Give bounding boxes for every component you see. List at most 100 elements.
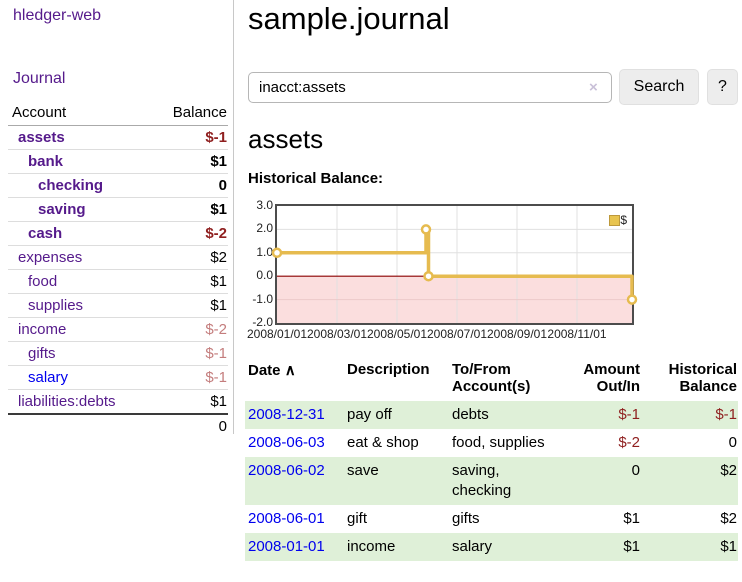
accounts-header-account: Account <box>8 101 150 126</box>
account-row-food: food $1 <box>8 269 228 294</box>
search-button[interactable]: Search <box>619 69 699 105</box>
brand-link[interactable]: hledger-web <box>13 7 102 24</box>
account-link-income[interactable]: income <box>18 321 67 338</box>
transaction-description: pay off <box>344 401 449 429</box>
account-balance-salary: $-1 <box>149 365 228 390</box>
account-row-saving: saving $1 <box>8 197 228 222</box>
help-button[interactable]: ? <box>707 69 738 105</box>
x-tick: 2008/07/01 <box>426 327 488 341</box>
register-header-accounts: To/From Account(s) <box>452 361 531 395</box>
accounts-total-row: 0 <box>8 413 228 438</box>
chart-legend: $ <box>609 211 627 227</box>
transaction-amount: $1 <box>572 533 641 561</box>
transaction-balance: $2 <box>641 457 738 505</box>
account-row-expenses: expenses $2 <box>8 245 228 270</box>
nav-journal-link[interactable]: Journal <box>13 70 66 87</box>
clear-search-icon[interactable]: × <box>589 79 598 96</box>
account-balance-gifts: $-1 <box>149 341 228 366</box>
register-row: 2008-01-01 income salary $1 $1 <box>245 533 738 561</box>
transaction-amount: 0 <box>572 457 641 505</box>
account-balance-expenses: $2 <box>149 245 228 270</box>
register-table: Date ∧ Description To/From Account(s) Am… <box>245 359 738 561</box>
chart-canvas <box>271 206 638 323</box>
transaction-description: save <box>344 457 449 505</box>
chart-label: Historical Balance: <box>248 170 384 187</box>
account-link-checking[interactable]: checking <box>38 177 104 194</box>
transaction-description: gift <box>347 510 368 527</box>
account-heading: assets <box>248 124 324 154</box>
x-tick: 2008/03/01 <box>306 327 368 341</box>
transaction-amount: $1 <box>623 510 640 527</box>
account-link-gifts[interactable]: gifts <box>28 345 56 362</box>
y-tick: -1.0 <box>252 292 273 306</box>
register-row: 2008-06-02 save saving, checking 0 $2 <box>245 457 738 505</box>
accounts-table: Account Balance assets $-1 bank $1 check… <box>8 101 228 438</box>
transaction-date-link[interactable]: 2008-01-01 <box>248 538 325 555</box>
account-link-cash[interactable]: cash <box>28 225 63 242</box>
date-header-label: Date <box>248 362 281 379</box>
account-row-liabilities-debts: liabilities:debts $1 <box>8 389 228 414</box>
account-link-supplies[interactable]: supplies <box>28 297 84 314</box>
x-tick: 2008/01/01 <box>246 327 308 341</box>
account-link-food[interactable]: food <box>28 273 58 290</box>
x-tick: 2008/11/01 <box>547 327 607 341</box>
transaction-description: eat & shop <box>347 434 419 451</box>
y-tick: 0.0 <box>256 268 273 282</box>
accounts-total-balance: 0 <box>149 413 228 438</box>
account-row-supplies: supplies $1 <box>8 293 228 318</box>
sidebar: hledger-web Journal Account Balance asse… <box>0 0 234 438</box>
x-tick: 2008/09/01 <box>486 327 548 341</box>
register-row: 2008-06-03 eat & shop food, supplies $-2… <box>245 429 738 457</box>
y-tick: 2.0 <box>256 221 273 235</box>
account-row-cash: cash $-2 <box>8 221 228 246</box>
y-tick: -2.0 <box>252 315 273 329</box>
register-header-amount: Amount Out/In <box>583 361 640 395</box>
account-link-bank[interactable]: bank <box>28 153 64 170</box>
transaction-accounts: saving, checking <box>449 457 572 505</box>
transaction-amount: $-2 <box>618 434 640 451</box>
y-tick: 3.0 <box>256 198 273 212</box>
transaction-date-link[interactable]: 2008-12-31 <box>248 406 325 423</box>
transaction-date-link[interactable]: 2008-06-02 <box>248 462 325 479</box>
account-balance-bank: $1 <box>149 149 228 174</box>
transaction-accounts: food, supplies <box>452 434 545 451</box>
register-header-description: Description <box>347 361 430 378</box>
account-row-income: income $-2 <box>8 317 228 342</box>
register-header-balance: Historical Balance <box>668 361 737 395</box>
account-row-checking: checking 0 <box>8 173 228 198</box>
transaction-date-link[interactable]: 2008-06-03 <box>248 434 325 451</box>
account-link-expenses[interactable]: expenses <box>18 249 83 266</box>
register-header-date[interactable]: Date ∧ <box>245 359 344 401</box>
transaction-balance: 0 <box>728 434 737 451</box>
accounts-header-balance: Balance <box>149 101 228 126</box>
register-row: 2008-12-31 pay off debts $-1 $-1 <box>245 401 738 429</box>
transaction-accounts: gifts <box>452 510 480 527</box>
account-row-salary: salary $-1 <box>8 365 228 390</box>
account-balance-cash: $-2 <box>149 221 228 246</box>
account-link-assets[interactable]: assets <box>18 129 65 146</box>
search-input[interactable] <box>248 72 612 103</box>
account-link-liabilities-debts[interactable]: liabilities:debts <box>18 393 116 410</box>
transaction-description: income <box>344 533 449 561</box>
account-row-bank: bank $1 <box>8 149 228 174</box>
account-link-saving[interactable]: saving <box>38 201 86 218</box>
y-tick: 1.0 <box>256 245 273 259</box>
register-row: 2008-06-01 gift gifts $1 $2 <box>245 505 738 533</box>
transaction-balance: $2 <box>720 510 737 527</box>
legend-swatch-icon <box>609 214 621 226</box>
transaction-amount: $-1 <box>572 401 641 429</box>
account-balance-liabilities-debts: $1 <box>149 389 228 414</box>
page-title: sample.journal <box>248 1 450 36</box>
transaction-date-link[interactable]: 2008-06-01 <box>248 510 325 527</box>
accounts-header-row: Account Balance <box>8 101 228 126</box>
transaction-balance: $1 <box>641 533 738 561</box>
account-balance-saving: $1 <box>149 197 228 222</box>
account-balance-supplies: $1 <box>149 293 228 318</box>
plot-area[interactable]: $ <box>271 204 638 325</box>
account-link-salary[interactable]: salary <box>28 369 69 386</box>
transaction-accounts: salary <box>449 533 572 561</box>
register-header-row: Date ∧ Description To/From Account(s) Am… <box>245 359 738 401</box>
x-tick: 2008/05/01 <box>366 327 428 341</box>
account-row-assets: assets $-1 <box>8 126 228 150</box>
sort-ascending-icon[interactable]: ∧ <box>284 362 296 379</box>
